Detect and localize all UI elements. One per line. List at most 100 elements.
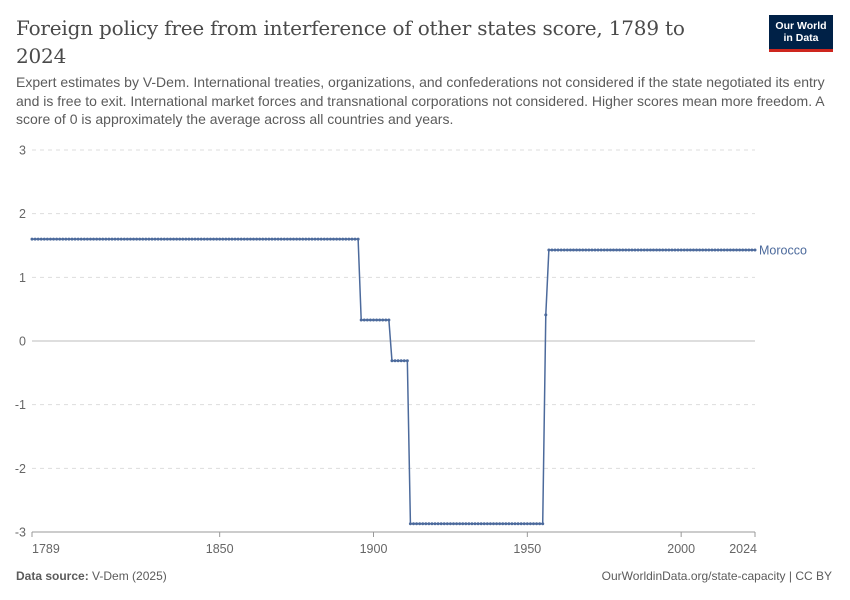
data-point [384, 318, 388, 322]
data-point [292, 237, 296, 241]
source-link[interactable]: OurWorldinData.org/state-capacity | CC B… [601, 569, 832, 583]
data-point [304, 237, 308, 241]
data-point [162, 237, 166, 241]
data-point [285, 237, 289, 241]
data-point [519, 522, 523, 526]
data-point [750, 248, 754, 252]
data-point [144, 237, 148, 241]
data-point [85, 237, 89, 241]
data-point [695, 248, 699, 252]
data-point [61, 237, 65, 241]
data-point [341, 237, 345, 241]
data-point [445, 522, 449, 526]
y-tick-label: -3 [15, 526, 26, 540]
data-point [261, 237, 265, 241]
data-point [36, 237, 40, 241]
data-point [132, 237, 136, 241]
data-point [495, 522, 499, 526]
data-point [485, 522, 489, 526]
data-point [667, 248, 671, 252]
data-point [412, 522, 415, 526]
data-point [267, 237, 271, 241]
data-point [181, 237, 185, 241]
data-point [581, 248, 585, 252]
data-point [661, 248, 665, 252]
data-point [175, 237, 179, 241]
data-point [252, 237, 256, 241]
data-point [33, 237, 37, 241]
data-point [224, 237, 228, 241]
data-point [88, 237, 92, 241]
data-point [48, 237, 52, 241]
data-point [615, 248, 619, 252]
data-point [138, 237, 142, 241]
data-point [107, 237, 111, 241]
data-point [464, 522, 468, 526]
data-point [731, 248, 735, 252]
data-point [73, 237, 77, 241]
data-point [141, 237, 145, 241]
data-point [42, 237, 46, 241]
data-point [645, 248, 649, 252]
data-point [602, 248, 606, 252]
data-point [270, 237, 274, 241]
data-point [153, 237, 157, 241]
data-point [685, 248, 689, 252]
data-point [310, 237, 314, 241]
data-point [338, 237, 342, 241]
line-chart: -3 -2 -1 0 1 2 3 1789 1850 1900 1950 2000 2024 Moro… [15, 144, 807, 557]
data-point [433, 522, 437, 526]
data-point [82, 237, 86, 241]
data-point [378, 318, 382, 322]
data-point [350, 237, 354, 241]
data-point [276, 237, 280, 241]
data-point [199, 237, 203, 241]
x-tick-label: 1789 [32, 542, 60, 556]
data-source-label: Data source: [16, 569, 89, 583]
data-point [716, 248, 720, 252]
data-point [365, 318, 369, 322]
data-point [528, 522, 532, 526]
data-point [396, 359, 400, 363]
data-point [525, 522, 529, 526]
data-point [439, 522, 443, 526]
data-point [630, 248, 634, 252]
data-point [676, 248, 680, 252]
data-point [70, 237, 74, 241]
data-point [710, 248, 714, 252]
data-point [621, 248, 625, 252]
data-point [236, 237, 240, 241]
data-point [282, 237, 286, 241]
data-point [110, 237, 114, 241]
data-point [245, 237, 249, 241]
data-point [258, 237, 262, 241]
data-point [448, 522, 452, 526]
data-point [301, 237, 305, 241]
data-point [473, 522, 477, 526]
data-point [264, 237, 268, 241]
data-point [279, 237, 283, 241]
data-point [458, 522, 462, 526]
data-source-value[interactable]: V-Dem (2025) [92, 569, 167, 583]
data-point [288, 237, 292, 241]
data-point [682, 248, 686, 252]
data-point [467, 522, 471, 526]
data-point [605, 248, 609, 252]
grid-lines [32, 149, 755, 469]
data-point [633, 248, 637, 252]
y-tick-label: -1 [15, 398, 26, 412]
data-point [322, 237, 326, 241]
data-source: Data source: V-Dem (2025) [16, 569, 167, 583]
data-point [332, 237, 336, 241]
data-point [119, 237, 123, 241]
series-morocco[interactable]: Morocco [30, 237, 807, 526]
data-point [58, 237, 62, 241]
data-point [248, 237, 252, 241]
data-point [522, 522, 526, 526]
data-point [421, 522, 425, 526]
data-point [648, 248, 652, 252]
data-point [328, 237, 332, 241]
data-point [402, 359, 406, 363]
owid-logo[interactable]: Our World in Data [769, 15, 833, 52]
data-point [544, 313, 548, 317]
